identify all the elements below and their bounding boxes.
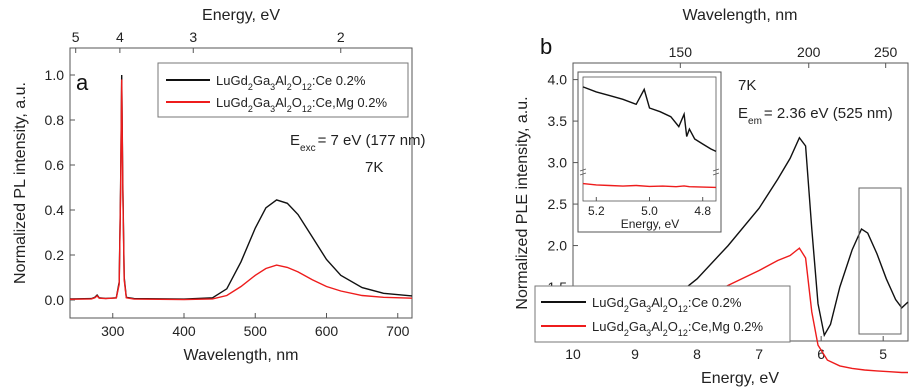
panel-a-legend-box [157,62,409,118]
panel-b-inset-xtick-label: 5.2 [588,204,605,218]
panel-a-letter: a [76,70,89,95]
panel-b-toptick-label: 150 [669,44,693,60]
panel-b-legend-entry-1: LuGd2Ga3Al2O12:Ce 0.2% [592,295,742,314]
panel-b-emission-annotation: Eem = 2.36 eV (525 nm) [738,105,893,127]
panel-a-series-lines [69,74,413,301]
panel-b-ylabel: Normalized PLE intensity, a.u. [514,96,531,309]
panel-a-ylabel: Normalized PL intensity, a.u. [12,82,29,284]
panel-b-xtick-label: 5 [879,346,887,362]
panel-b-inset-series-black [582,86,717,153]
panel-b-ytick-label: 4.0 [548,72,568,88]
panel-a-xtick-label: 500 [244,323,268,339]
panel-b-letter: b [540,34,552,59]
panel-b-inset-xtick-label: 5.0 [641,204,658,218]
panel-a-x-ticks: 300 400 500 600 700 [101,313,410,339]
panel-b-highlight-box [858,187,902,335]
panel-a-legend-entry-2: LuGd2Ga3Al2O12:Ce,Mg 0.2% [216,95,387,114]
panel-a-top-xlabel: Energy, eV [202,7,280,24]
panel-b-toptick-label: 200 [797,44,821,60]
panel-b-top-xlabel: Wavelength, nm [682,7,797,24]
panel-a-ytick-label: 0.2 [45,247,65,263]
panel-a-temperature: 7K [365,159,383,176]
panel-a-ytick-label: 0.0 [45,292,65,308]
panel-b-ytick-label: 3.5 [548,113,568,129]
panel-b-inset-series-red [582,182,717,189]
panel-a-xlabel: Wavelength, nm [183,347,298,364]
panel-b-inset-xlabel: Energy, eV [621,217,679,231]
panel-b-xlabel: Energy, eV [701,370,779,387]
panel-a-ytick-label: 1.0 [45,67,65,83]
panel-a-xtick-label: 400 [172,323,196,339]
panel-b-inset-x-ticks: 5.2 5.0 4.8 [588,197,711,218]
panel-a-legend-entry-1: LuGd2Ga3Al2O12:Ce 0.2% [216,73,366,92]
panel-a-top-ticks: 5 4 3 2 [72,29,345,53]
panel-a-ytick-label: 0.4 [45,202,65,218]
panel-a-plot-frame [69,47,413,319]
panel-a-y-ticks: 0.0 0.2 0.4 0.6 0.8 1.0 [45,67,75,308]
panel-b-xtick-label: 8 [693,346,701,362]
panel-b-ytick-label: 3.0 [548,155,568,171]
panel-b-temperature: 7K [738,77,756,94]
panel-b-xtick-label: 10 [565,346,581,362]
panel-b-legend-entry-2: LuGd2Ga3Al2O12:Ce,Mg 0.2% [592,319,763,338]
panel-b-top-ticks: 150 200 250 [669,44,898,68]
panel-b-series-black [572,136,909,338]
panel-a-xtick-label: 600 [315,323,339,339]
panel-a-xtick-label: 300 [101,323,125,339]
panel-b-inset: 5.2 5.0 4.8 Energy, eV [577,71,722,233]
panel-b-inset-axis-break [579,168,720,176]
panel-b-xtick-label: 9 [631,346,639,362]
panel-b-ytick-label: 2.0 [548,238,568,254]
panel-b-legend-box [534,285,791,343]
panel-b-ytick-label: 2.5 [548,196,568,212]
panel-a-toptick-label: 3 [189,29,197,45]
panel-b-inset-xtick-label: 4.8 [694,204,711,218]
panel-a-xtick-label: 700 [386,323,410,339]
panel-a-toptick-label: 2 [337,29,345,45]
panel-b-xtick-label: 6 [817,346,825,362]
panel-a-series-red [69,79,413,301]
panel-b-inset-frame [577,71,722,233]
panel-a-toptick-label: 5 [72,29,80,45]
panel-a-toptick-label: 4 [116,29,124,45]
panel-a-excitation-annotation: Eexc = 7 eV (177 nm) [290,132,426,154]
panel-a-ytick-label: 0.8 [45,112,65,128]
panel-b-toptick-label: 250 [874,44,898,60]
panel-b-inset-series-lines [582,86,717,189]
panel-a-ytick-label: 0.6 [45,157,65,173]
panel-b-xtick-label: 7 [755,346,763,362]
